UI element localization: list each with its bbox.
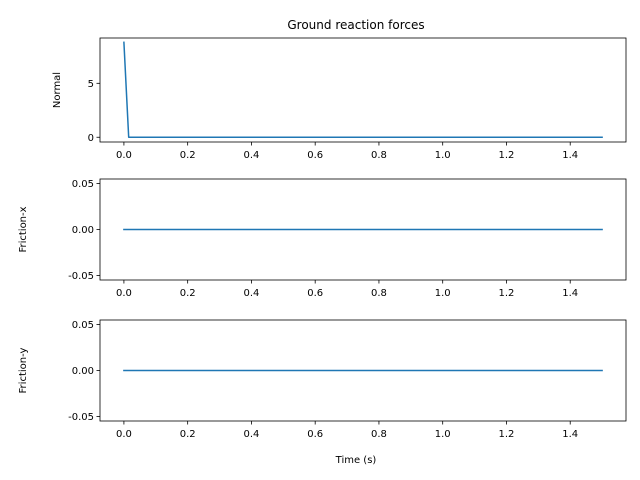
x-tick-label: 0.2 xyxy=(180,429,196,440)
x-tick-label: 1.0 xyxy=(435,429,451,440)
x-tick-label: 0.8 xyxy=(371,150,387,161)
x-tick-label: 0.6 xyxy=(307,429,323,440)
x-tick-label: 0.4 xyxy=(243,150,259,161)
subplot-1: 0.0 0.2 0.4 0.6 0.8 1.0 1.2 1.4 0 5 Normal xyxy=(52,37,627,161)
subplot-3: 0.0 0.2 0.4 0.6 0.8 1.0 1.2 1.4 -0.05 0.00 0.05 Fri… xyxy=(18,319,627,440)
x-tick-label: 1.2 xyxy=(499,429,515,440)
series-line xyxy=(123,41,603,138)
y-tick-label: 0.05 xyxy=(72,320,94,331)
x-tick-label: 0.6 xyxy=(307,150,323,161)
x-tick-label: 1.4 xyxy=(562,429,578,440)
x-tick-label: 0.8 xyxy=(371,288,387,299)
x-tick-label: 0.4 xyxy=(243,288,259,299)
x-tick-label: 0.0 xyxy=(116,429,132,440)
x-axis-label: Time (s) xyxy=(335,455,377,466)
x-tick-label: 0.0 xyxy=(116,150,132,161)
x-tick-label: 1.2 xyxy=(499,288,515,299)
y-tick-label: -0.05 xyxy=(68,412,94,423)
y-axis-label: Normal xyxy=(52,72,63,108)
x-tick-label: 0.6 xyxy=(307,288,323,299)
x-tick-label: 1.0 xyxy=(435,288,451,299)
x-tick-label: 0.4 xyxy=(243,429,259,440)
x-tick-label: 0.8 xyxy=(371,429,387,440)
y-tick-label: 0 xyxy=(88,133,94,144)
axes-frame xyxy=(99,37,627,143)
x-tick-label: 1.4 xyxy=(562,288,578,299)
y-tick-label: 5 xyxy=(88,79,94,90)
y-axis-label: Friction-x xyxy=(18,206,29,252)
y-tick-label: -0.05 xyxy=(68,271,94,282)
x-tick-label: 0.0 xyxy=(116,288,132,299)
y-tick-label: 0.00 xyxy=(72,225,94,236)
x-tick-label: 1.2 xyxy=(499,150,515,161)
x-tick-label: 1.4 xyxy=(562,150,578,161)
x-tick-label: 0.2 xyxy=(180,288,196,299)
chart-title: Ground reaction forces xyxy=(287,18,424,32)
subplot-2: 0.0 0.2 0.4 0.6 0.8 1.0 1.2 1.4 -0.05 0.00 0.05 Fri… xyxy=(18,178,627,299)
y-tick-label: 0.05 xyxy=(72,179,94,190)
y-tick-label: 0.00 xyxy=(72,366,94,377)
x-tick-label: 0.2 xyxy=(180,150,196,161)
y-axis-label: Friction-y xyxy=(18,347,29,393)
x-tick-label: 1.0 xyxy=(435,150,451,161)
